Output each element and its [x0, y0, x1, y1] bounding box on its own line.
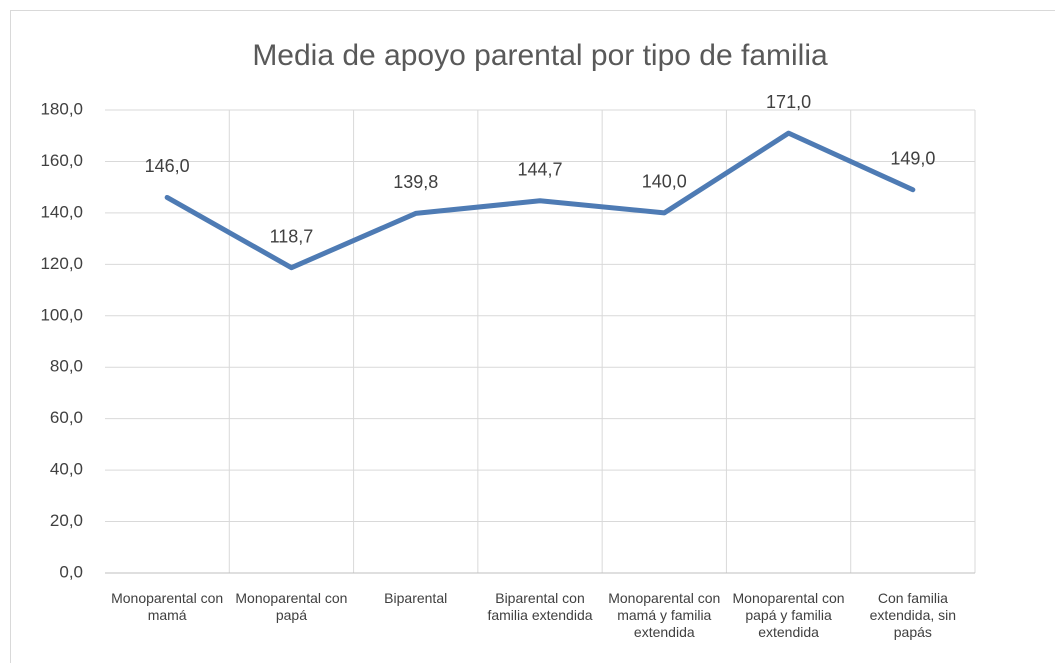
x-tick-label: Monoparental con papá [235, 590, 348, 623]
y-tick-label: 120,0 [40, 254, 83, 273]
chart-title: Media de apoyo parental por tipo de fami… [252, 39, 828, 72]
chart-border [10, 10, 1055, 663]
x-tick-label: Con familia extendida, sin papás [869, 590, 957, 640]
x-tick-label: Monoparental con mamá y familia extendid… [608, 590, 721, 640]
x-tick-label: Monoparental con papá y familia extendid… [732, 590, 845, 640]
data-label: 118,7 [270, 226, 314, 246]
y-tick-label: 140,0 [40, 202, 83, 221]
data-label: 144,7 [517, 160, 562, 180]
y-tick-label: 40,0 [50, 460, 83, 479]
x-tick-label: Monoparental con mamá [111, 590, 224, 623]
line [164, 130, 916, 271]
y-tick-label: 100,0 [40, 305, 83, 324]
x-tick-label: Biparental con familia extendida [487, 590, 593, 623]
y-tick-label: 20,0 [50, 511, 83, 530]
x-tick-label: Biparental [384, 590, 448, 606]
data-label: 140,0 [642, 172, 687, 192]
y-tick-label: 60,0 [50, 408, 83, 427]
data-label: 146,0 [145, 156, 190, 176]
data-label: 171,0 [766, 92, 811, 112]
y-tick-label: 80,0 [50, 357, 83, 376]
y-tick-label: 0,0 [59, 562, 83, 581]
data-label: 149,0 [890, 148, 935, 168]
y-tick-label: 160,0 [40, 151, 83, 170]
data-label: 139,8 [393, 172, 438, 192]
y-tick-label: 180,0 [40, 99, 83, 118]
